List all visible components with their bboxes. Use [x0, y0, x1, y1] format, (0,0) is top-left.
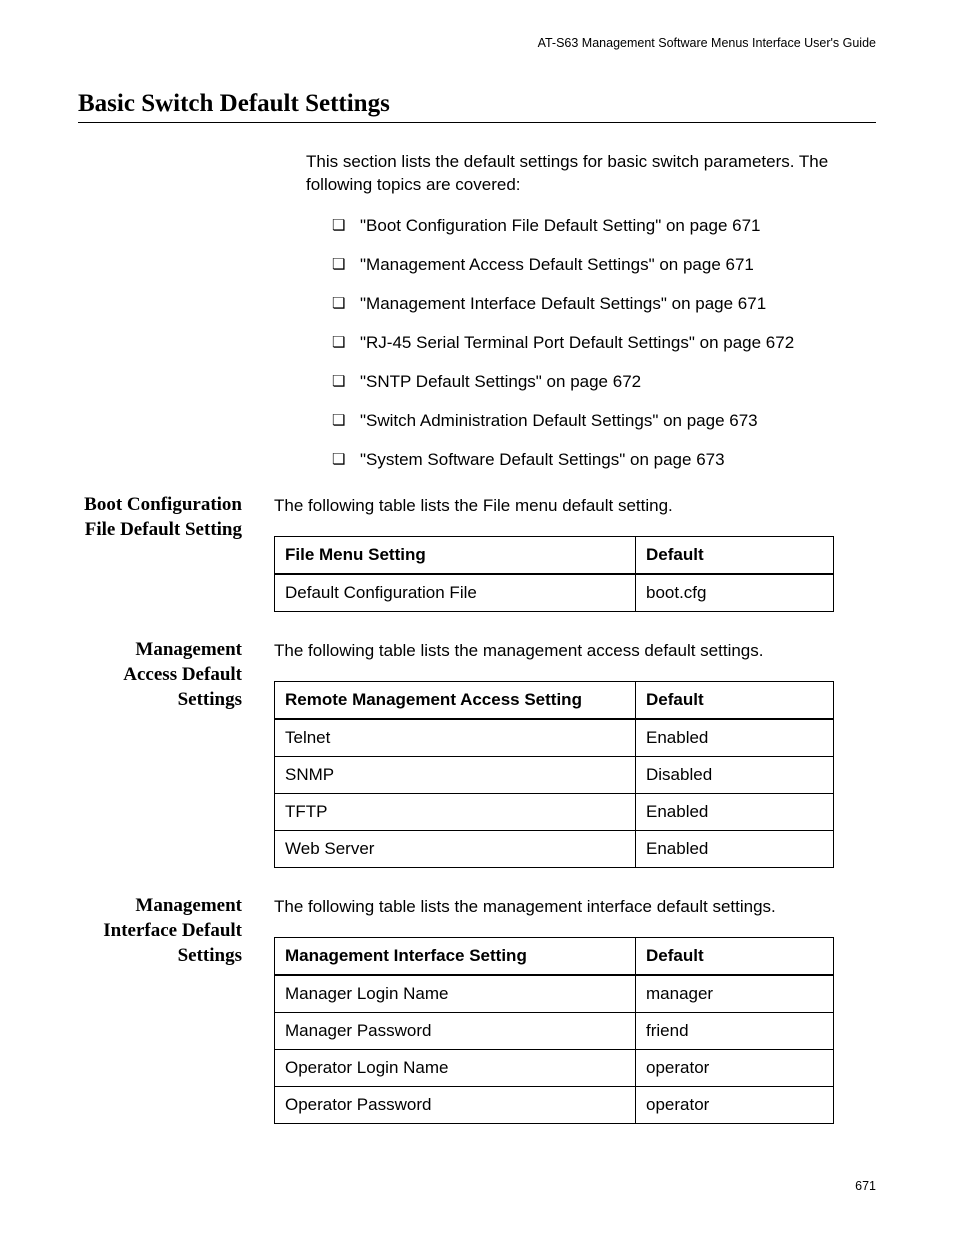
- toc-item: "RJ-45 Serial Terminal Port Default Sett…: [332, 332, 876, 355]
- toc-list: "Boot Configuration File Default Setting…: [306, 215, 876, 472]
- table-access: Remote Management Access Setting Default…: [274, 681, 834, 868]
- intro-paragraph: This section lists the default settings …: [306, 151, 876, 197]
- section-heading-access: Management Access Default Settings: [78, 638, 274, 712]
- page-number: 671: [855, 1179, 876, 1193]
- table-cell: Default Configuration File: [275, 574, 636, 612]
- toc-item: "Boot Configuration File Default Setting…: [332, 215, 876, 238]
- table-cell: Disabled: [636, 757, 834, 794]
- table-row: TFTP Enabled: [275, 794, 834, 831]
- toc-item: "Management Access Default Settings" on …: [332, 254, 876, 277]
- toc-item: "SNTP Default Settings" on page 672: [332, 371, 876, 394]
- table-cell: boot.cfg: [636, 574, 834, 612]
- table-cell: Web Server: [275, 831, 636, 868]
- table-cell: operator: [636, 1087, 834, 1124]
- table-header-row: Remote Management Access Setting Default: [275, 682, 834, 720]
- table-row: Manager Password friend: [275, 1013, 834, 1050]
- table-cell: Telnet: [275, 719, 636, 757]
- section-interface: Management Interface Default Settings Th…: [78, 896, 876, 1124]
- table-cell: operator: [636, 1050, 834, 1087]
- section-intro-access: The following table lists the management…: [274, 640, 876, 663]
- title-rule: [78, 122, 876, 123]
- section-heading-boot: Boot Configuration File Default Setting: [78, 493, 274, 542]
- section-heading-interface: Management Interface Default Settings: [78, 894, 274, 968]
- table-header-cell: File Menu Setting: [275, 537, 636, 575]
- table-header-cell: Default: [636, 938, 834, 976]
- table-cell: SNMP: [275, 757, 636, 794]
- table-row: Telnet Enabled: [275, 719, 834, 757]
- table-header-row: File Menu Setting Default: [275, 537, 834, 575]
- toc-item: "Management Interface Default Settings" …: [332, 293, 876, 316]
- section-boot: Boot Configuration File Default Setting …: [78, 495, 876, 612]
- section-intro-boot: The following table lists the File menu …: [274, 495, 876, 518]
- table-row: Manager Login Name manager: [275, 975, 834, 1013]
- table-row: Web Server Enabled: [275, 831, 834, 868]
- table-cell: Operator Password: [275, 1087, 636, 1124]
- toc-item: "Switch Administration Default Settings"…: [332, 410, 876, 433]
- table-header-row: Management Interface Setting Default: [275, 938, 834, 976]
- table-cell: manager: [636, 975, 834, 1013]
- table-header-cell: Default: [636, 537, 834, 575]
- table-cell: friend: [636, 1013, 834, 1050]
- page-title: Basic Switch Default Settings: [78, 90, 876, 118]
- section-access: Management Access Default Settings The f…: [78, 640, 876, 868]
- table-cell: Manager Login Name: [275, 975, 636, 1013]
- table-cell: Enabled: [636, 719, 834, 757]
- table-cell: TFTP: [275, 794, 636, 831]
- table-row: SNMP Disabled: [275, 757, 834, 794]
- table-header-cell: Remote Management Access Setting: [275, 682, 636, 720]
- section-intro-interface: The following table lists the management…: [274, 896, 876, 919]
- table-row: Operator Login Name operator: [275, 1050, 834, 1087]
- table-row: Default Configuration File boot.cfg: [275, 574, 834, 612]
- table-cell: Enabled: [636, 794, 834, 831]
- table-header-cell: Management Interface Setting: [275, 938, 636, 976]
- table-cell: Manager Password: [275, 1013, 636, 1050]
- toc-item: "System Software Default Settings" on pa…: [332, 449, 876, 472]
- table-cell: Operator Login Name: [275, 1050, 636, 1087]
- table-header-cell: Default: [636, 682, 834, 720]
- table-cell: Enabled: [636, 831, 834, 868]
- running-header: AT-S63 Management Software Menus Interfa…: [78, 36, 876, 50]
- table-row: Operator Password operator: [275, 1087, 834, 1124]
- table-boot: File Menu Setting Default Default Config…: [274, 536, 834, 612]
- table-interface: Management Interface Setting Default Man…: [274, 937, 834, 1124]
